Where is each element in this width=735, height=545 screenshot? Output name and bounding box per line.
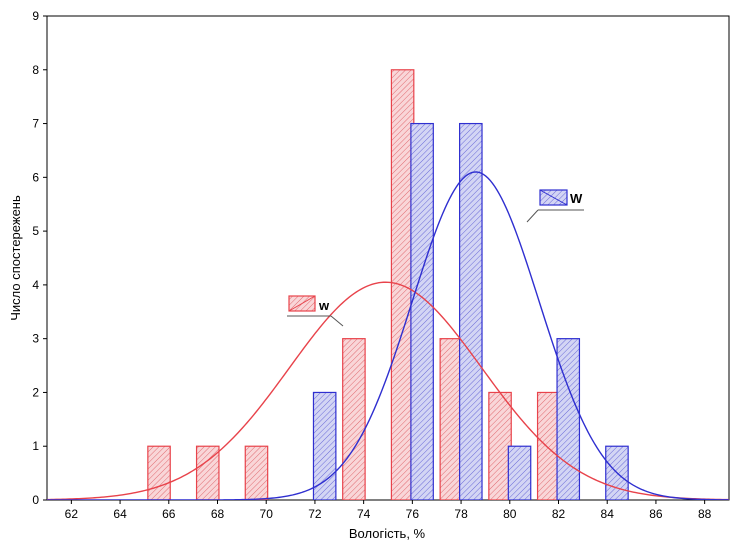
x-tick-label: 88 <box>698 507 712 521</box>
x-tick-label: 64 <box>113 507 127 521</box>
bar-red <box>244 445 269 500</box>
bar-blue <box>312 391 337 500</box>
x-tick-label: 82 <box>552 507 566 521</box>
legend-swatch-diagonal <box>539 189 568 206</box>
x-tick-label: 68 <box>211 507 225 521</box>
legend-leader-w <box>330 315 344 327</box>
legends: wW <box>287 189 584 327</box>
y-tick-label: 6 <box>32 170 39 184</box>
x-tick-label: 76 <box>406 507 420 521</box>
bar-blue <box>556 338 581 500</box>
x-tick-label: 78 <box>454 507 468 521</box>
y-axis-title: Число спостережень <box>8 195 23 321</box>
y-tick-label: 1 <box>32 439 39 453</box>
bar-red <box>195 445 220 500</box>
y-tick-label: 2 <box>32 385 39 399</box>
x-tick-label: 72 <box>308 507 322 521</box>
y-tick-label: 5 <box>32 224 39 238</box>
x-axis-title: Вологість, % <box>349 526 426 541</box>
legend-label-w: w <box>318 298 330 313</box>
bars <box>147 69 629 500</box>
y-tick-label: 3 <box>32 332 39 346</box>
y-tick-label: 4 <box>32 278 39 292</box>
x-tick-label: 66 <box>162 507 176 521</box>
bar-red <box>342 338 366 500</box>
plot-frame <box>46 15 730 501</box>
y-tick-label: 7 <box>32 117 39 131</box>
bar-blue <box>459 122 483 500</box>
y-tick-label: 9 <box>32 9 39 23</box>
bar-blue <box>410 122 434 500</box>
y-tick-label: 8 <box>32 63 39 77</box>
x-tick-label: 62 <box>65 507 79 521</box>
legend-swatch-diagonal <box>288 295 316 312</box>
x-tick-label: 86 <box>649 507 663 521</box>
y-axis: 0 1 2 3 4 5 6 7 8 9 <box>32 9 47 507</box>
legend-leader-W <box>526 209 539 223</box>
fit-curve-blue <box>47 171 729 500</box>
y-tick-label: 0 <box>32 493 39 507</box>
x-axis: 62 64 66 68 70 72 74 76 78 80 82 84 86 88 <box>65 500 712 521</box>
x-tick-label: 70 <box>260 507 274 521</box>
x-tick-label: 80 <box>503 507 517 521</box>
x-tick-label: 74 <box>357 507 371 521</box>
legend-label-W: W <box>570 191 583 206</box>
fit-curves <box>47 171 729 500</box>
x-tick-label: 84 <box>601 507 615 521</box>
bar-red <box>147 445 171 500</box>
bar-blue <box>507 445 532 500</box>
fit-curve-red <box>47 281 729 500</box>
